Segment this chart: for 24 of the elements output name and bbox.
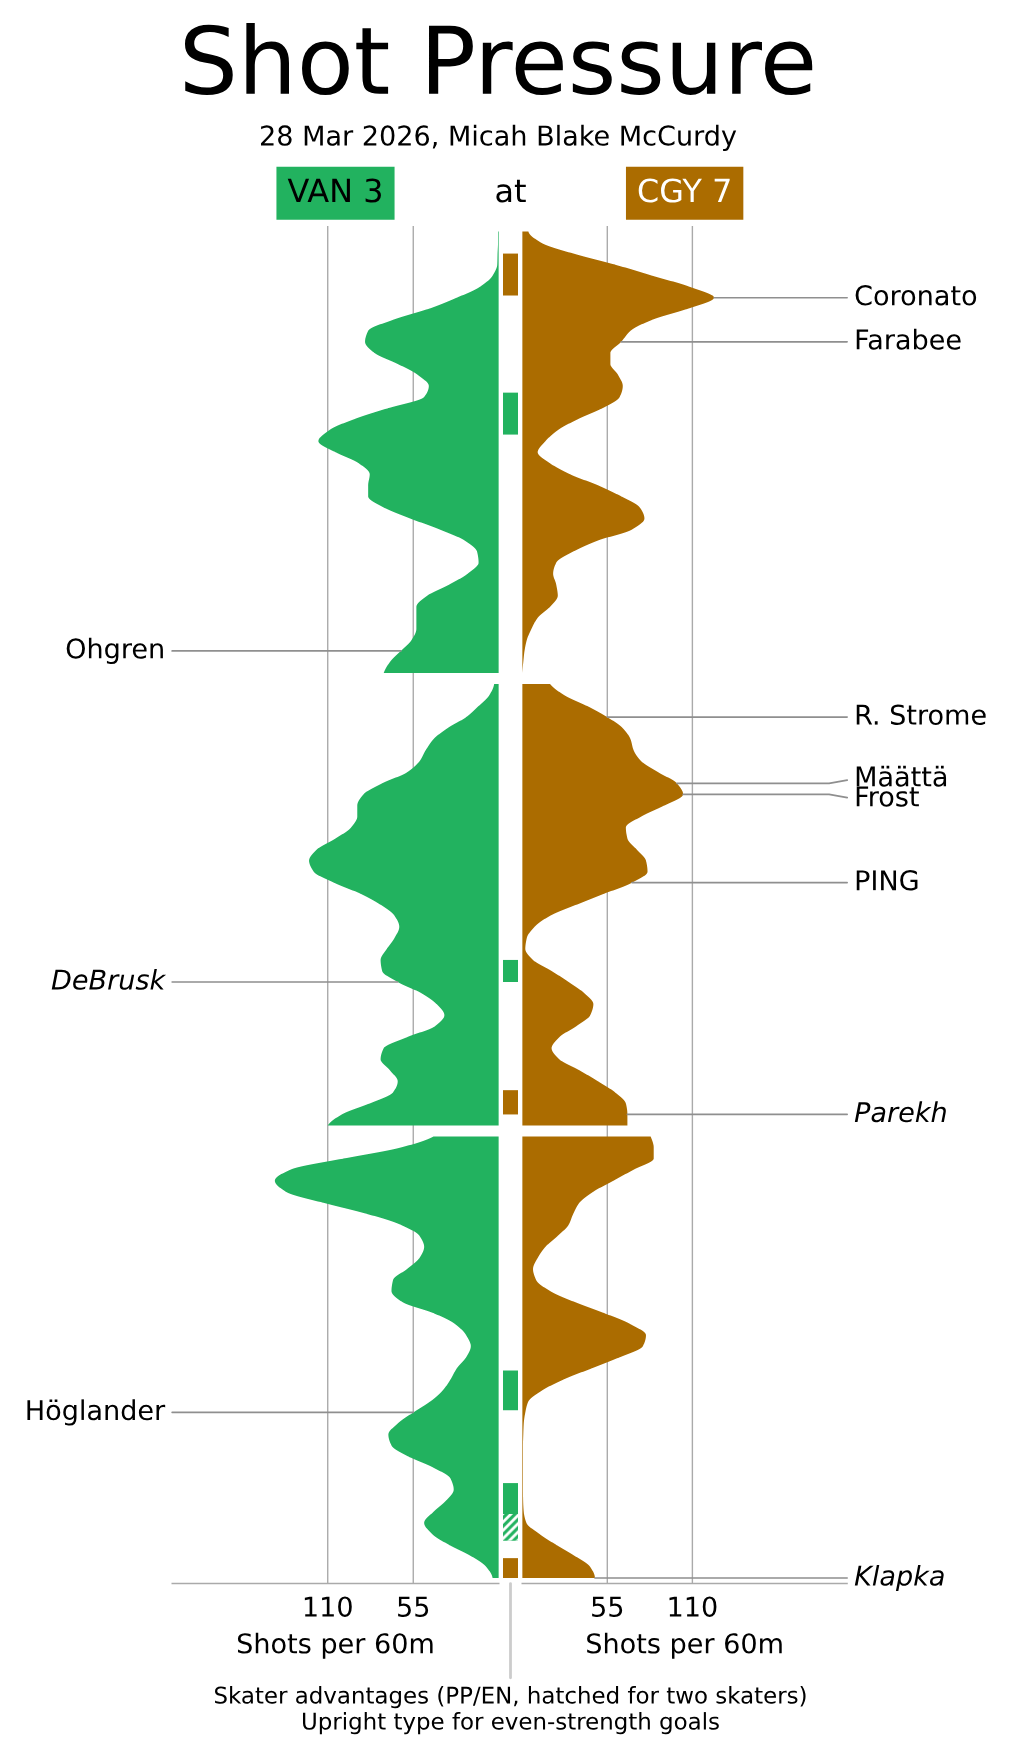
text: Upright type for even-strength goals <box>303 1712 719 1735</box>
data-label: R. Strome <box>856 704 986 725</box>
text: at <box>496 179 526 203</box>
data-label: Frost <box>856 786 919 807</box>
x-tick-label: 55 <box>398 1596 429 1617</box>
data-label: PING <box>856 870 918 891</box>
x-tick-label: 55 <box>592 1596 623 1617</box>
text: VAN 3 <box>287 178 381 203</box>
x-tick-label: 110 <box>304 1596 352 1617</box>
chart-subtitle: 28 Mar 2026, Micah Blake McCurdy <box>261 124 737 152</box>
text: Skater advantages (PP/EN, hatched for two skaters) <box>215 1686 806 1709</box>
x-tick-label: 110 <box>669 1596 717 1617</box>
data-label: Coronato <box>855 285 977 306</box>
data-label: Farabee <box>856 328 961 350</box>
chart-title: Shot Pressure <box>184 22 813 96</box>
data-label: Määttä <box>856 765 947 787</box>
data-label: Parekh <box>854 1101 946 1123</box>
x-axis-title: Shots per 60m <box>237 1632 433 1659</box>
data-label: Höglander <box>27 1399 166 1426</box>
data-label: Ohgren <box>66 637 163 665</box>
x-axis-title: Shots per 60m <box>587 1632 782 1659</box>
data-label: Klapka <box>854 1564 944 1592</box>
data-label: DeBrusk <box>51 968 167 990</box>
text: CGY 7 <box>638 178 730 203</box>
